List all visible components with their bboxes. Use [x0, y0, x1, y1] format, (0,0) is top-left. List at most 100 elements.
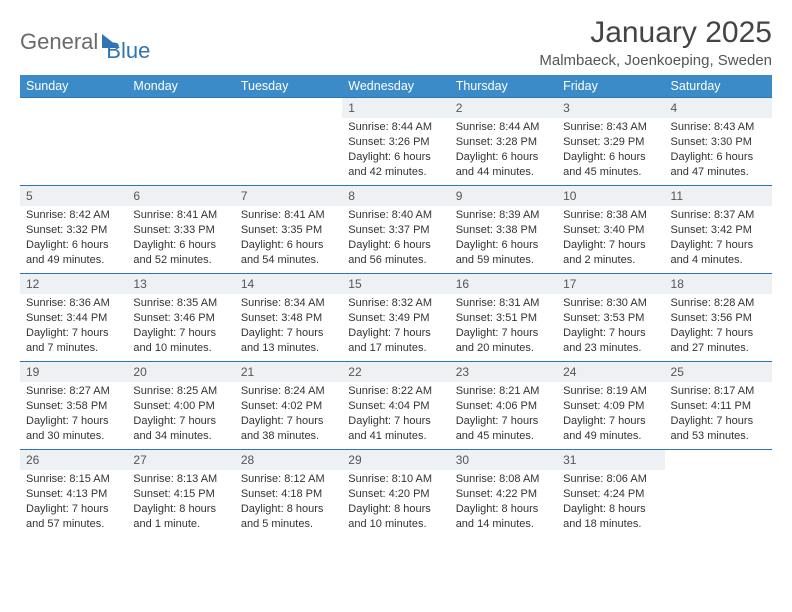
- day-details: Sunrise: 8:06 AMSunset: 4:24 PMDaylight:…: [557, 470, 664, 535]
- calendar-day-cell: 18Sunrise: 8:28 AMSunset: 3:56 PMDayligh…: [665, 274, 772, 362]
- sunset-line: Sunset: 3:53 PM: [563, 311, 658, 326]
- daylight-line: Daylight: 7 hours and 10 minutes.: [133, 326, 228, 356]
- logo: General Blue: [20, 20, 150, 64]
- sunset-line: Sunset: 4:22 PM: [456, 487, 551, 502]
- calendar-day-cell: 9Sunrise: 8:39 AMSunset: 3:38 PMDaylight…: [450, 186, 557, 274]
- calendar-day-cell: 26Sunrise: 8:15 AMSunset: 4:13 PMDayligh…: [20, 450, 127, 538]
- sunrise-line: Sunrise: 8:19 AM: [563, 384, 658, 399]
- daylight-line: Daylight: 6 hours and 44 minutes.: [456, 150, 551, 180]
- calendar-day-cell: 24Sunrise: 8:19 AMSunset: 4:09 PMDayligh…: [557, 362, 664, 450]
- day-number: 25: [665, 362, 772, 382]
- day-details: Sunrise: 8:43 AMSunset: 3:30 PMDaylight:…: [665, 118, 772, 183]
- daylight-line: Daylight: 6 hours and 47 minutes.: [671, 150, 766, 180]
- sunset-line: Sunset: 4:13 PM: [26, 487, 121, 502]
- daylight-line: Daylight: 6 hours and 49 minutes.: [26, 238, 121, 268]
- sunrise-line: Sunrise: 8:25 AM: [133, 384, 228, 399]
- daylight-line: Daylight: 8 hours and 10 minutes.: [348, 502, 443, 532]
- daylight-line: Daylight: 7 hours and 2 minutes.: [563, 238, 658, 268]
- sunset-line: Sunset: 3:33 PM: [133, 223, 228, 238]
- daylight-line: Daylight: 7 hours and 38 minutes.: [241, 414, 336, 444]
- daylight-line: Daylight: 7 hours and 41 minutes.: [348, 414, 443, 444]
- calendar-week-row: 1Sunrise: 8:44 AMSunset: 3:26 PMDaylight…: [20, 98, 772, 186]
- day-number: 10: [557, 186, 664, 206]
- day-number: 19: [20, 362, 127, 382]
- weekday-header: Wednesday: [342, 75, 449, 98]
- calendar-day-cell: 16Sunrise: 8:31 AMSunset: 3:51 PMDayligh…: [450, 274, 557, 362]
- calendar-week-row: 26Sunrise: 8:15 AMSunset: 4:13 PMDayligh…: [20, 450, 772, 538]
- calendar-day-cell: 21Sunrise: 8:24 AMSunset: 4:02 PMDayligh…: [235, 362, 342, 450]
- day-number: 23: [450, 362, 557, 382]
- sunset-line: Sunset: 3:40 PM: [563, 223, 658, 238]
- day-number: 31: [557, 450, 664, 470]
- calendar-day-cell: 31Sunrise: 8:06 AMSunset: 4:24 PMDayligh…: [557, 450, 664, 538]
- calendar-day-cell: 23Sunrise: 8:21 AMSunset: 4:06 PMDayligh…: [450, 362, 557, 450]
- day-number: 24: [557, 362, 664, 382]
- calendar-body: 1Sunrise: 8:44 AMSunset: 3:26 PMDaylight…: [20, 98, 772, 538]
- daylight-line: Daylight: 7 hours and 49 minutes.: [563, 414, 658, 444]
- day-details: Sunrise: 8:41 AMSunset: 3:35 PMDaylight:…: [235, 206, 342, 271]
- sunrise-line: Sunrise: 8:39 AM: [456, 208, 551, 223]
- day-number: 28: [235, 450, 342, 470]
- calendar-week-row: 19Sunrise: 8:27 AMSunset: 3:58 PMDayligh…: [20, 362, 772, 450]
- day-details: Sunrise: 8:44 AMSunset: 3:26 PMDaylight:…: [342, 118, 449, 183]
- sunrise-line: Sunrise: 8:32 AM: [348, 296, 443, 311]
- day-number: 13: [127, 274, 234, 294]
- calendar-week-row: 12Sunrise: 8:36 AMSunset: 3:44 PMDayligh…: [20, 274, 772, 362]
- day-number: 2: [450, 98, 557, 118]
- sunrise-line: Sunrise: 8:30 AM: [563, 296, 658, 311]
- day-number: 18: [665, 274, 772, 294]
- calendar-day-cell: 28Sunrise: 8:12 AMSunset: 4:18 PMDayligh…: [235, 450, 342, 538]
- page-header: General Blue January 2025 Malmbaeck, Joe…: [20, 16, 772, 69]
- calendar-day-cell: 27Sunrise: 8:13 AMSunset: 4:15 PMDayligh…: [127, 450, 234, 538]
- sunrise-line: Sunrise: 8:43 AM: [563, 120, 658, 135]
- sunset-line: Sunset: 3:35 PM: [241, 223, 336, 238]
- sunset-line: Sunset: 4:04 PM: [348, 399, 443, 414]
- calendar-day-cell: 19Sunrise: 8:27 AMSunset: 3:58 PMDayligh…: [20, 362, 127, 450]
- calendar-day-cell: 2Sunrise: 8:44 AMSunset: 3:28 PMDaylight…: [450, 98, 557, 186]
- calendar-day-cell: 29Sunrise: 8:10 AMSunset: 4:20 PMDayligh…: [342, 450, 449, 538]
- calendar-day-cell: 7Sunrise: 8:41 AMSunset: 3:35 PMDaylight…: [235, 186, 342, 274]
- sunrise-line: Sunrise: 8:24 AM: [241, 384, 336, 399]
- day-number: 21: [235, 362, 342, 382]
- daylight-line: Daylight: 7 hours and 34 minutes.: [133, 414, 228, 444]
- daylight-line: Daylight: 6 hours and 52 minutes.: [133, 238, 228, 268]
- day-details: Sunrise: 8:31 AMSunset: 3:51 PMDaylight:…: [450, 294, 557, 359]
- calendar-day-cell: 4Sunrise: 8:43 AMSunset: 3:30 PMDaylight…: [665, 98, 772, 186]
- sunset-line: Sunset: 4:00 PM: [133, 399, 228, 414]
- sunrise-line: Sunrise: 8:28 AM: [671, 296, 766, 311]
- day-details: Sunrise: 8:38 AMSunset: 3:40 PMDaylight:…: [557, 206, 664, 271]
- sunrise-line: Sunrise: 8:06 AM: [563, 472, 658, 487]
- sunrise-line: Sunrise: 8:43 AM: [671, 120, 766, 135]
- sunset-line: Sunset: 3:48 PM: [241, 311, 336, 326]
- daylight-line: Daylight: 7 hours and 17 minutes.: [348, 326, 443, 356]
- sunset-line: Sunset: 3:46 PM: [133, 311, 228, 326]
- daylight-line: Daylight: 7 hours and 57 minutes.: [26, 502, 121, 532]
- sunrise-line: Sunrise: 8:44 AM: [456, 120, 551, 135]
- daylight-line: Daylight: 6 hours and 42 minutes.: [348, 150, 443, 180]
- day-details: Sunrise: 8:43 AMSunset: 3:29 PMDaylight:…: [557, 118, 664, 183]
- day-details: Sunrise: 8:21 AMSunset: 4:06 PMDaylight:…: [450, 382, 557, 447]
- day-number: 20: [127, 362, 234, 382]
- day-details: Sunrise: 8:22 AMSunset: 4:04 PMDaylight:…: [342, 382, 449, 447]
- sunset-line: Sunset: 4:18 PM: [241, 487, 336, 502]
- calendar-day-cell: 5Sunrise: 8:42 AMSunset: 3:32 PMDaylight…: [20, 186, 127, 274]
- calendar-page: General Blue January 2025 Malmbaeck, Joe…: [0, 0, 792, 554]
- sunrise-line: Sunrise: 8:21 AM: [456, 384, 551, 399]
- daylight-line: Daylight: 6 hours and 54 minutes.: [241, 238, 336, 268]
- sunrise-line: Sunrise: 8:27 AM: [26, 384, 121, 399]
- day-details: Sunrise: 8:10 AMSunset: 4:20 PMDaylight:…: [342, 470, 449, 535]
- day-details: Sunrise: 8:13 AMSunset: 4:15 PMDaylight:…: [127, 470, 234, 535]
- day-details: Sunrise: 8:19 AMSunset: 4:09 PMDaylight:…: [557, 382, 664, 447]
- sunset-line: Sunset: 4:24 PM: [563, 487, 658, 502]
- day-details: Sunrise: 8:28 AMSunset: 3:56 PMDaylight:…: [665, 294, 772, 359]
- calendar-day-cell: 17Sunrise: 8:30 AMSunset: 3:53 PMDayligh…: [557, 274, 664, 362]
- sunrise-line: Sunrise: 8:44 AM: [348, 120, 443, 135]
- calendar-header-row: SundayMondayTuesdayWednesdayThursdayFrid…: [20, 75, 772, 98]
- calendar-empty-cell: [127, 98, 234, 186]
- calendar-day-cell: 8Sunrise: 8:40 AMSunset: 3:37 PMDaylight…: [342, 186, 449, 274]
- day-details: Sunrise: 8:42 AMSunset: 3:32 PMDaylight:…: [20, 206, 127, 271]
- day-number: 14: [235, 274, 342, 294]
- sunset-line: Sunset: 4:15 PM: [133, 487, 228, 502]
- day-number: 3: [557, 98, 664, 118]
- day-details: Sunrise: 8:35 AMSunset: 3:46 PMDaylight:…: [127, 294, 234, 359]
